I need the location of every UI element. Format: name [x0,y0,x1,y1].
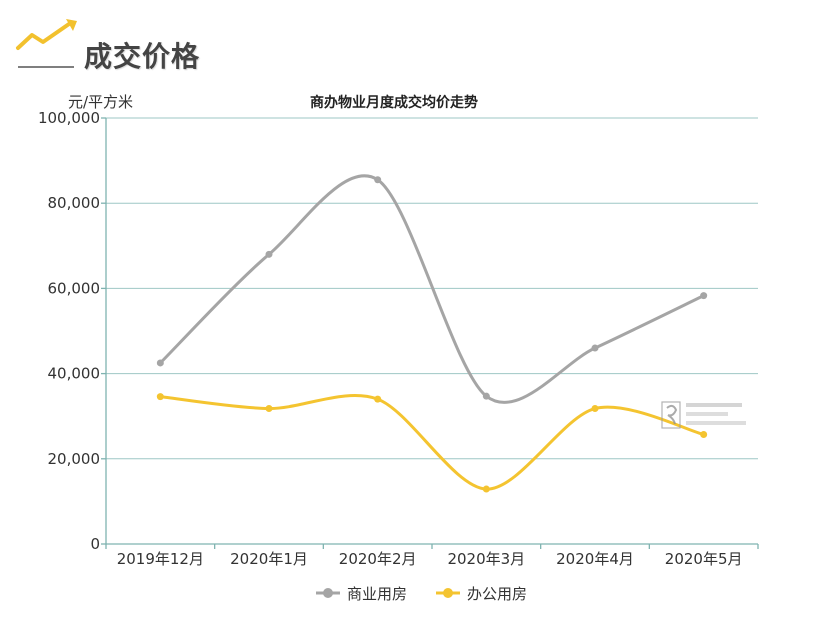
trend-up-icon [16,19,77,68]
legend-swatch-marker [443,588,453,598]
data-point[interactable] [265,250,273,258]
series-1 [156,174,708,404]
watermark-logo [661,401,746,429]
page-title: 成交价格 [84,40,201,73]
data-point[interactable] [156,393,164,401]
x-tick-label: 2020年1月 [230,550,308,568]
data-point[interactable] [482,392,490,400]
data-point[interactable] [374,395,382,403]
x-tick-label: 2020年3月 [447,550,525,568]
legend-label: 商业用房 [347,585,407,603]
data-point[interactable] [591,344,599,352]
legend-item[interactable]: 办公用房 [436,585,527,603]
y-axis-unit-label: 元/平方米 [68,93,133,111]
section-header: 成交价格 [14,18,234,73]
y-tick-label: 20,000 [48,450,101,468]
y-tick-label: 40,000 [48,365,101,383]
x-tick-label: 2020年5月 [665,550,743,568]
y-tick-label: 100,000 [38,109,100,127]
axes: 0 20,000 40,000 60,000 80,000 100,000 2019年12月… [38,109,759,568]
data-point[interactable] [591,405,599,413]
data-point[interactable] [482,485,490,493]
y-tick-label: 60,000 [48,279,101,297]
legend-label: 办公用房 [467,585,527,603]
series-line [160,394,705,491]
y-tick-label: 0 [90,535,100,553]
chart-title: 商办物业月度成交均价走势 [310,94,478,111]
x-tick-label: 2020年2月 [339,550,417,568]
x-tick-label: 2019年12月 [117,550,204,568]
data-point[interactable] [700,431,708,439]
legend-item[interactable]: 商业用房 [316,585,407,603]
legend-swatch-marker [323,588,333,598]
data-point[interactable] [156,359,164,367]
data-point[interactable] [265,405,273,413]
data-point[interactable] [700,292,708,300]
data-point[interactable] [374,176,382,184]
series-2 [156,393,708,493]
legend: 商业用房 办公用房 [316,585,527,603]
series-group [156,174,708,493]
x-tick-label: 2020年4月 [556,550,634,568]
y-tick-label: 80,000 [48,194,101,212]
series-line [159,174,705,404]
